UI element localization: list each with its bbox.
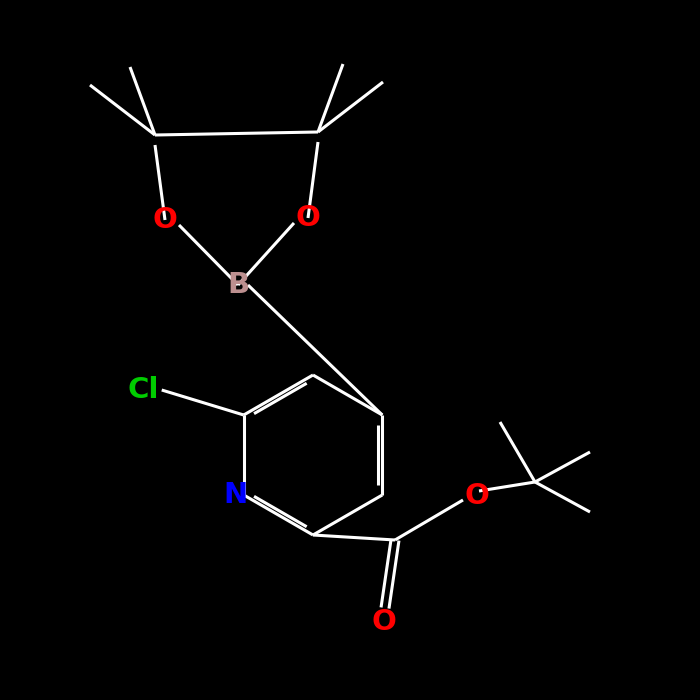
Text: N: N xyxy=(223,481,248,509)
Text: O: O xyxy=(465,482,489,510)
Text: Cl: Cl xyxy=(128,376,160,404)
Text: B: B xyxy=(227,271,249,299)
Text: O: O xyxy=(295,204,321,232)
Text: O: O xyxy=(372,608,396,636)
Text: O: O xyxy=(153,206,177,234)
